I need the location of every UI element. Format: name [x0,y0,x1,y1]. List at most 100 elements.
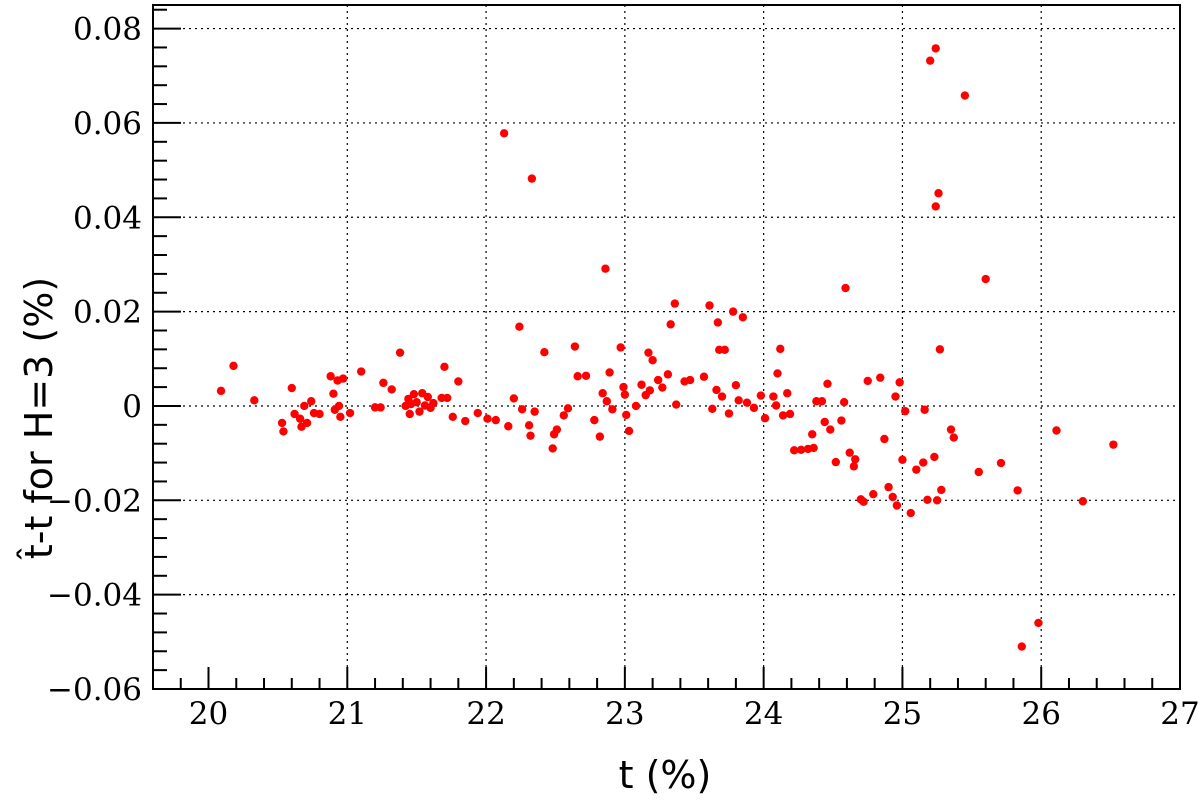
axis-ticks [152,8,1181,690]
data-point [300,401,309,411]
data-point [461,416,470,426]
data-point [524,421,534,430]
data-point [302,418,312,428]
data-point [895,378,904,387]
y-tick-labels: −0.06 −0.04 −0.02 0 0.02 0.04 0.06 0.08 [47,12,142,708]
data-point [876,373,885,382]
data-point [376,403,385,412]
data-point [356,367,366,376]
data-point [548,444,557,453]
data-point [326,372,335,381]
data-point [820,417,829,427]
data-point [605,368,614,377]
data-point [1013,486,1022,495]
data-point [930,452,939,462]
data-point [666,320,675,329]
data-point [869,489,878,499]
data-point [699,372,709,381]
data-point [712,385,721,395]
data-point [559,411,568,420]
data-point [624,426,634,436]
data-point [395,348,405,357]
data-point [851,455,860,464]
data-point [906,508,915,518]
data-point [602,397,612,406]
data-point [731,381,741,390]
data-point [483,414,492,423]
data-point [307,397,316,406]
data-point [859,497,868,506]
data-point [949,433,958,442]
y-tick-label: −0.02 [47,483,142,519]
data-point [590,415,599,425]
data-point [756,391,766,400]
data-point [454,377,463,386]
data-point [1052,426,1061,435]
data-point [925,56,935,65]
data-point [892,501,902,510]
data-point [717,392,727,401]
data-point [1017,642,1026,651]
data-point [785,409,795,419]
data-point [329,389,338,398]
data-point [637,380,646,389]
y-tick-label: 0.08 [73,12,142,48]
data-point [338,374,348,383]
data-point [563,404,573,413]
data-point [946,425,956,434]
data-point [773,369,782,378]
data-point [287,383,296,393]
data-point [336,412,345,422]
data-point [295,414,305,423]
data-point [808,430,817,439]
data-point [778,411,788,420]
data-point [934,189,943,198]
data-point [345,408,355,418]
data-point [724,409,734,418]
data-point [888,492,897,502]
data-point [809,443,818,453]
data-point [734,396,743,405]
data-point [845,448,854,457]
x-tick-label: 25 [883,696,922,732]
data-point [608,405,617,414]
data-point [658,383,667,392]
data-point [1078,497,1088,506]
data-point [831,457,841,467]
data-point [448,412,457,422]
data-point [443,393,452,403]
data-point [540,347,549,357]
x-tick-label: 21 [328,696,367,732]
data-point [622,410,631,420]
data-point [789,446,799,455]
data-point [499,129,509,138]
y-axis-title: t̂-t for H=3 (%) [17,277,61,561]
x-tick-label: 24 [744,696,783,732]
data-point [517,405,527,414]
data-point [423,392,432,402]
data-point [863,376,872,386]
data-point [996,458,1006,468]
data-point [440,362,449,372]
data-point [935,345,945,354]
data-point [620,390,630,399]
y-tick-label: −0.04 [47,578,142,614]
data-point [290,409,299,419]
data-point [670,299,680,308]
data-point [1109,440,1118,449]
data-point [776,344,785,354]
data-point [601,264,610,273]
data-point [817,397,827,406]
data-point [796,445,806,455]
data-point [415,407,424,416]
data-point [527,174,537,183]
data-point [771,401,781,410]
data-point [912,465,921,474]
data-point [515,322,524,331]
x-tick-label: 22 [466,696,505,732]
data-point [279,427,288,436]
data-point [708,404,717,413]
data-point [412,397,421,407]
